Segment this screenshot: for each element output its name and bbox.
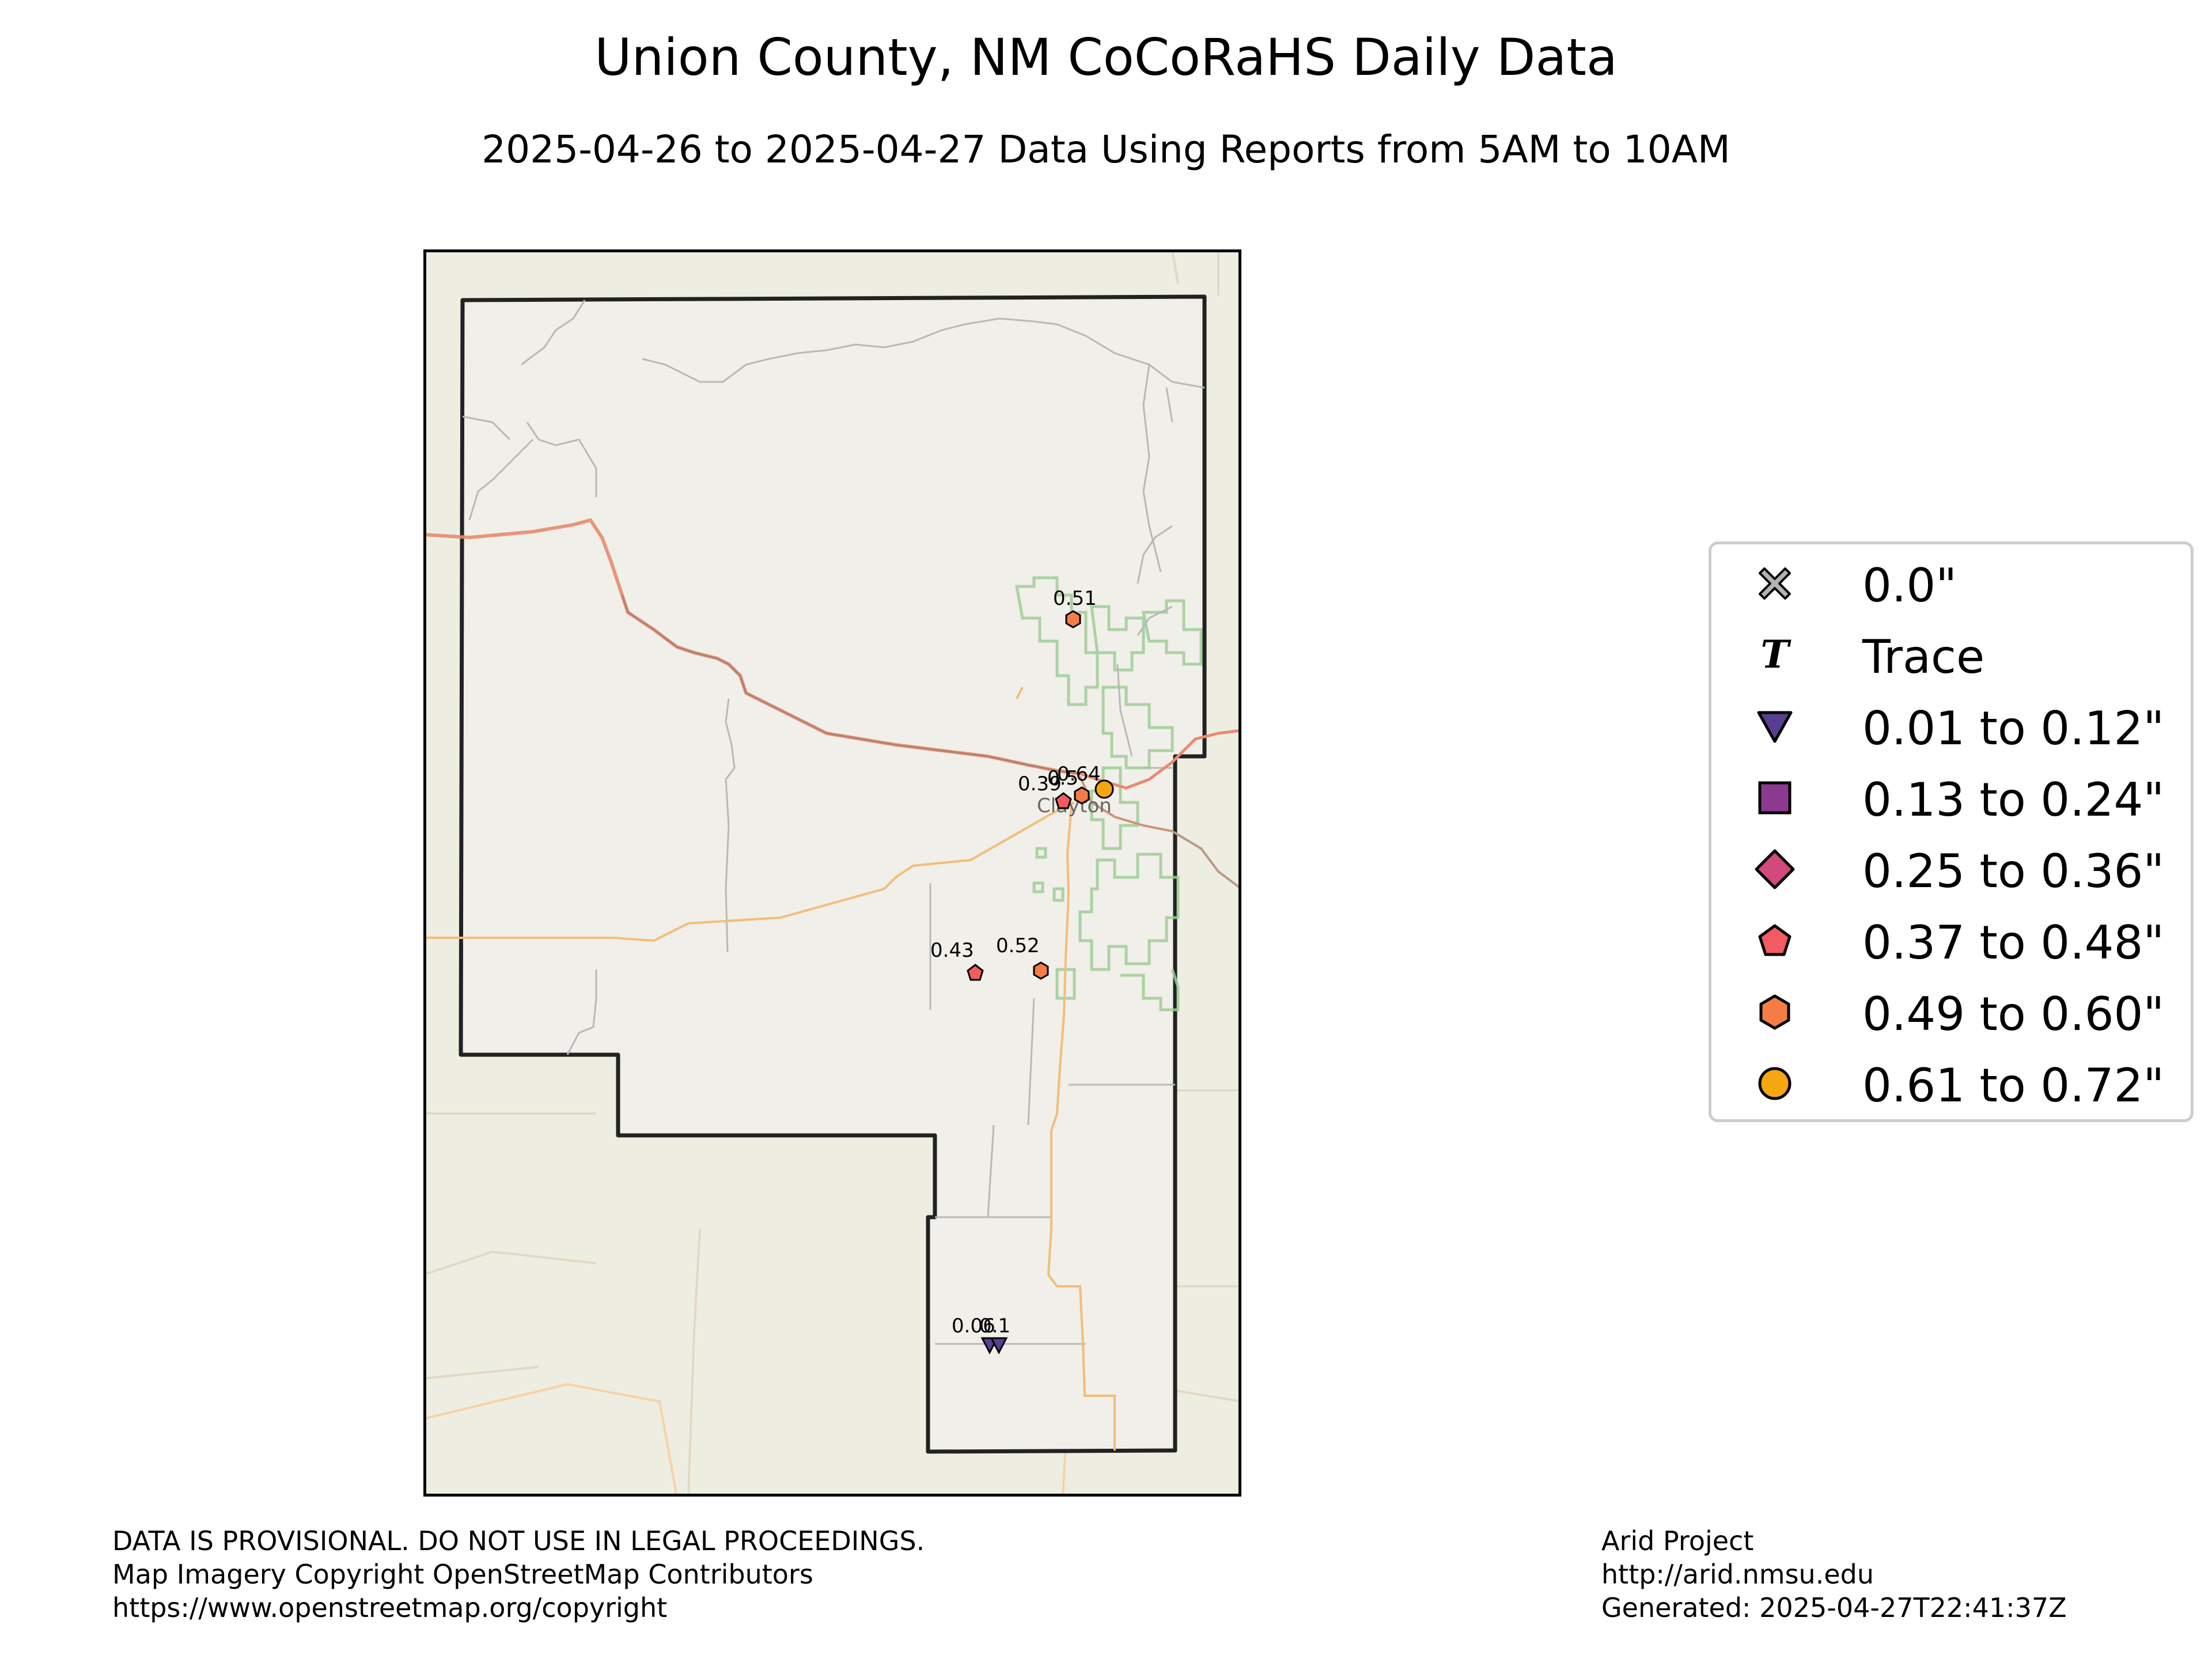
legend-label: 0.61 to 0.72": [1862, 1059, 2165, 1112]
map-subtitle: 2025-04-26 to 2025-04-27 Data Using Repo…: [482, 127, 1730, 172]
station-value-label: 0.43: [930, 939, 974, 962]
map-panel[interactable]: Clayton 0.51 0.39 0.5 0.64 0.43: [423, 249, 1241, 1497]
hexagon-icon: [1759, 994, 1790, 1030]
station-markers: [967, 610, 1114, 1355]
station-value-label: 0.39: [1018, 772, 1062, 796]
legend-item-range-3: 0.25 to 0.36": [1711, 834, 2191, 905]
legend-label: Trace: [1862, 630, 1985, 684]
station-marker[interactable]: [1055, 792, 1072, 809]
footer-line[interactable]: http://arid.nmsu.edu: [1601, 1559, 1874, 1590]
legend-item-range-1: 0.01 to 0.12": [1711, 691, 2191, 762]
svg-text:T: T: [1760, 632, 1791, 677]
legend-item-zero: 0.0": [1711, 548, 2191, 619]
x-icon: [1759, 567, 1791, 600]
pentagon-icon: [1758, 924, 1791, 956]
legend-label: 0.25 to 0.36": [1862, 844, 2165, 898]
map-title: Union County, NM CoCoRaHS Daily Data: [594, 28, 1618, 87]
trace-t-icon: T: [1760, 632, 1791, 677]
triangle-down-icon: [1757, 711, 1793, 743]
us-highways: [423, 518, 1241, 890]
map-border: [423, 249, 1241, 1497]
station-marker[interactable]: [967, 964, 984, 981]
footer-line: Arid Project: [1601, 1525, 1754, 1556]
legend-item-range-5: 0.49 to 0.60": [1711, 976, 2191, 1048]
station-value-label: 0.51: [1053, 587, 1097, 610]
station-marker[interactable]: [1094, 779, 1114, 799]
diamond-icon: [1755, 849, 1795, 889]
footer-line: Map Imagery Copyright OpenStreetMap Cont…: [112, 1559, 813, 1590]
legend-item-trace: T Trace: [1711, 619, 2191, 691]
footer-disclaimer: DATA IS PROVISIONAL. DO NOT USE IN LEGAL…: [112, 1524, 925, 1624]
legend-label: 0.49 to 0.60": [1862, 987, 2165, 1041]
square-icon: [1758, 781, 1791, 815]
footer-credits: Arid Project http://arid.nmsu.edu Genera…: [1601, 1524, 2067, 1624]
legend-label: 0.0": [1862, 559, 1957, 612]
footer-line[interactable]: https://www.openstreetmap.org/copyright: [112, 1592, 668, 1623]
station-value-label: 0.06: [952, 1315, 995, 1338]
circle-icon: [1758, 1067, 1791, 1100]
legend-label: 0.13 to 0.24": [1862, 773, 2165, 827]
minor-roads: [462, 300, 1205, 1345]
map-legend: 0.0" T Trace 0.01 to 0.12" 0.13 to 0.24"…: [1709, 541, 2194, 1122]
station-marker[interactable]: [1033, 961, 1049, 980]
station-value-label: 0.52: [996, 934, 1040, 957]
station-marker[interactable]: [1074, 786, 1090, 805]
legend-label: 0.37 to 0.48": [1862, 916, 2165, 969]
outside-minor-roads: [423, 249, 1241, 1497]
legend-item-range-6: 0.61 to 0.72": [1711, 1048, 2191, 1119]
station-labels: 0.51 0.39 0.5 0.64 0.43 0.52 0.06 0.1: [930, 587, 1101, 1338]
basemap: Clayton 0.51 0.39 0.5 0.64 0.43: [423, 249, 1241, 1497]
legend-item-range-4: 0.37 to 0.48": [1711, 905, 2191, 976]
legend-label: 0.01 to 0.12": [1862, 702, 2165, 755]
station-marker[interactable]: [1065, 610, 1081, 628]
station-marker[interactable]: [990, 1337, 1008, 1355]
state-roads: [423, 687, 1116, 1450]
station-value-label: 0.64: [1057, 763, 1101, 786]
station-value-label: 0.1: [979, 1315, 1010, 1338]
grassland-areas: [1015, 576, 1203, 1012]
footer-line: DATA IS PROVISIONAL. DO NOT USE IN LEGAL…: [112, 1525, 925, 1556]
station-value-label: 0.5: [1047, 767, 1078, 790]
footer-line: Generated: 2025-04-27T22:41:37Z: [1601, 1592, 2067, 1623]
legend-item-range-2: 0.13 to 0.24": [1711, 762, 2191, 834]
